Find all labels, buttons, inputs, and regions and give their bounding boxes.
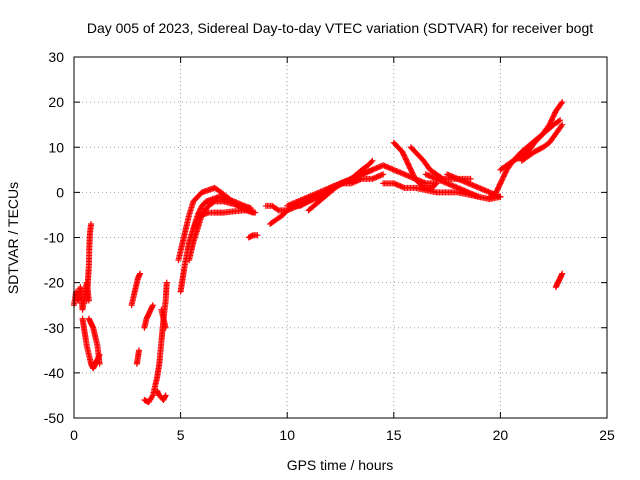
data-point	[547, 118, 554, 125]
data-point	[499, 174, 506, 181]
data-point	[149, 393, 156, 400]
series-arc-n	[190, 193, 254, 232]
data-point	[432, 181, 439, 188]
series-arc-h	[141, 279, 170, 406]
series-arc-f	[133, 347, 143, 367]
data-point	[549, 114, 556, 121]
data-point	[501, 170, 508, 177]
data-point	[149, 302, 156, 309]
data-point	[499, 176, 506, 183]
x-tick-label: 10	[279, 427, 295, 443]
data-point	[500, 173, 507, 180]
series-arc-d	[83, 220, 95, 304]
data-point	[136, 347, 143, 354]
data-point	[550, 112, 557, 119]
x-tick-label: 20	[493, 427, 509, 443]
series-arc-c	[85, 315, 103, 367]
series-arc-g	[141, 302, 156, 331]
series-arc-o	[245, 232, 261, 241]
x-tick-label: 5	[177, 427, 185, 443]
series-arc-s	[305, 157, 376, 214]
data-point	[498, 178, 505, 185]
data-point	[96, 360, 103, 367]
series-arc-aa	[497, 99, 566, 173]
data-point	[163, 279, 170, 286]
data-point	[558, 100, 565, 107]
data-point	[559, 99, 566, 106]
data-point	[557, 117, 564, 124]
data-point	[502, 169, 509, 176]
y-tick-label: 30	[48, 49, 64, 65]
data-point	[369, 157, 376, 164]
data-point	[548, 117, 555, 124]
data-point	[498, 177, 505, 184]
data-point	[555, 118, 562, 125]
data-point	[247, 205, 254, 212]
data-point	[551, 110, 558, 117]
series-arc-j	[158, 306, 169, 331]
x-axis-label: GPS time / hours	[287, 457, 394, 473]
y-tick-label: -30	[44, 320, 64, 336]
data-point	[252, 209, 259, 216]
data-point	[559, 121, 566, 128]
data-point	[497, 180, 504, 187]
data-point	[162, 324, 169, 331]
data-point	[497, 193, 504, 200]
x-tick-label: 15	[386, 427, 402, 443]
y-tick-label: -10	[44, 230, 64, 246]
y-axis-label: SDTVAR / TECUs	[5, 182, 21, 294]
x-tick-label: 0	[70, 427, 78, 443]
data-point	[496, 181, 503, 188]
data-point	[254, 232, 261, 239]
data-point	[501, 172, 508, 179]
axis-ticks: 0 5 10 15 20 25 -50 -40 -30 -20 -10 0 10 20 30	[44, 49, 615, 443]
series-arc-e	[128, 270, 144, 309]
y-tick-label: 20	[48, 94, 64, 110]
data-point	[137, 270, 144, 277]
plot-frame	[73, 56, 608, 419]
data-point	[548, 116, 555, 123]
y-tick-label: 10	[48, 139, 64, 155]
data-point	[274, 206, 281, 213]
series-arc-b	[79, 315, 103, 372]
data-point	[559, 270, 566, 277]
data-points	[71, 99, 566, 406]
chart-title: Day 005 of 2023, Sidereal Day-to-day VTE…	[87, 20, 593, 36]
data-point	[162, 392, 169, 399]
data-point	[368, 158, 375, 165]
series-arc-bb	[518, 121, 566, 164]
y-tick-label: -50	[44, 410, 64, 426]
data-point	[467, 175, 474, 182]
data-point	[380, 171, 387, 178]
grid	[74, 57, 607, 418]
data-point	[547, 120, 554, 127]
series-arc-cc	[552, 270, 566, 291]
data-point	[546, 121, 553, 128]
y-tick-label: 0	[56, 184, 64, 200]
data-point	[88, 220, 95, 227]
series-arc-i	[154, 387, 169, 403]
y-tick-label: -40	[44, 365, 64, 381]
y-tick-label: -20	[44, 275, 64, 291]
series-arc-v	[407, 144, 474, 182]
x-tick-label: 25	[599, 427, 615, 443]
data-point	[558, 122, 565, 129]
data-point	[550, 113, 557, 120]
